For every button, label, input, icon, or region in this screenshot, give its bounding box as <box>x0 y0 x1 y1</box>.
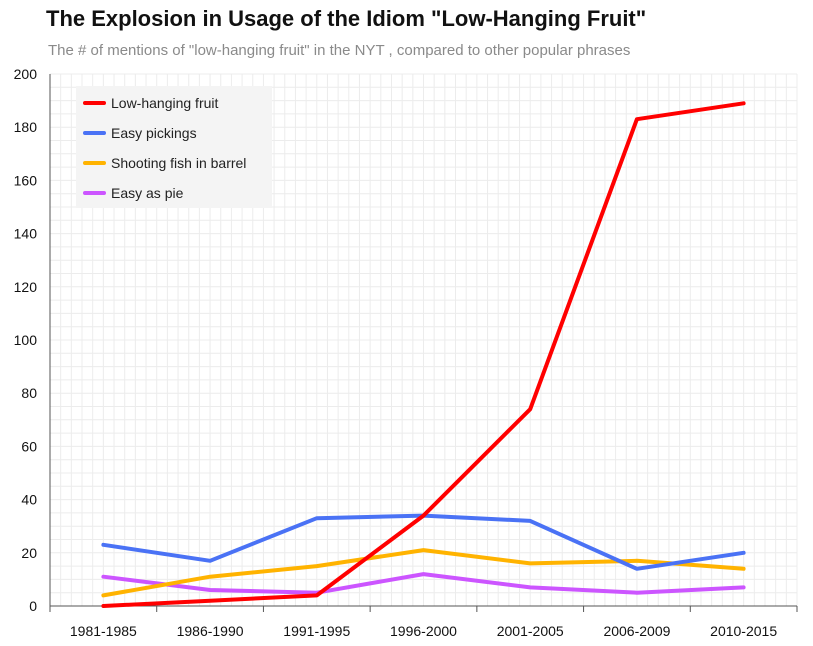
legend-box <box>76 86 272 208</box>
y-tick-label: 20 <box>21 545 37 561</box>
legend-label: Low-hanging fruit <box>111 95 219 111</box>
legend-label: Easy pickings <box>111 125 197 141</box>
y-tick-label: 180 <box>14 119 38 135</box>
x-tick-label: 2006-2009 <box>603 623 670 639</box>
x-tick-label: 2010-2015 <box>710 623 777 639</box>
x-tick-label: 1981-1985 <box>70 623 137 639</box>
y-tick-label: 80 <box>21 385 37 401</box>
chart-subtitle: The # of mentions of "low-hanging fruit"… <box>48 42 631 59</box>
x-tick-label: 1986-1990 <box>177 623 244 639</box>
chart-title: The Explosion in Usage of the Idiom "Low… <box>46 6 647 31</box>
legend-label: Shooting fish in barrel <box>111 155 246 171</box>
y-tick-label: 0 <box>29 598 37 614</box>
y-tick-label: 40 <box>21 492 37 508</box>
y-axis-ticks: 0 20 40 60 80 100 120 140 160 180 200 <box>14 66 38 614</box>
y-tick-label: 140 <box>14 226 38 242</box>
x-tick-label: 2001-2005 <box>497 623 564 639</box>
series-line-low-hanging-fruit <box>101 101 746 608</box>
x-axis-ticks: 1981-1985 1986-1990 1991-1995 1996-2000 2001… <box>70 623 777 639</box>
legend: Low-hanging fruit Easy pickings Shooting f… <box>76 86 272 208</box>
series-line-easy-as-pie <box>101 572 746 595</box>
y-tick-label: 160 <box>14 172 38 188</box>
x-tick-label: 1991-1995 <box>283 623 350 639</box>
y-tick-label: 200 <box>14 66 38 82</box>
series-line-shooting-fish-in-barrel <box>101 548 746 598</box>
y-tick-label: 120 <box>14 279 38 295</box>
y-tick-label: 100 <box>14 332 38 348</box>
series-lines <box>101 101 746 608</box>
legend-label: Easy as pie <box>111 185 184 201</box>
axes <box>49 74 798 612</box>
y-tick-label: 60 <box>21 438 37 454</box>
x-tick-label: 1996-2000 <box>390 623 457 639</box>
